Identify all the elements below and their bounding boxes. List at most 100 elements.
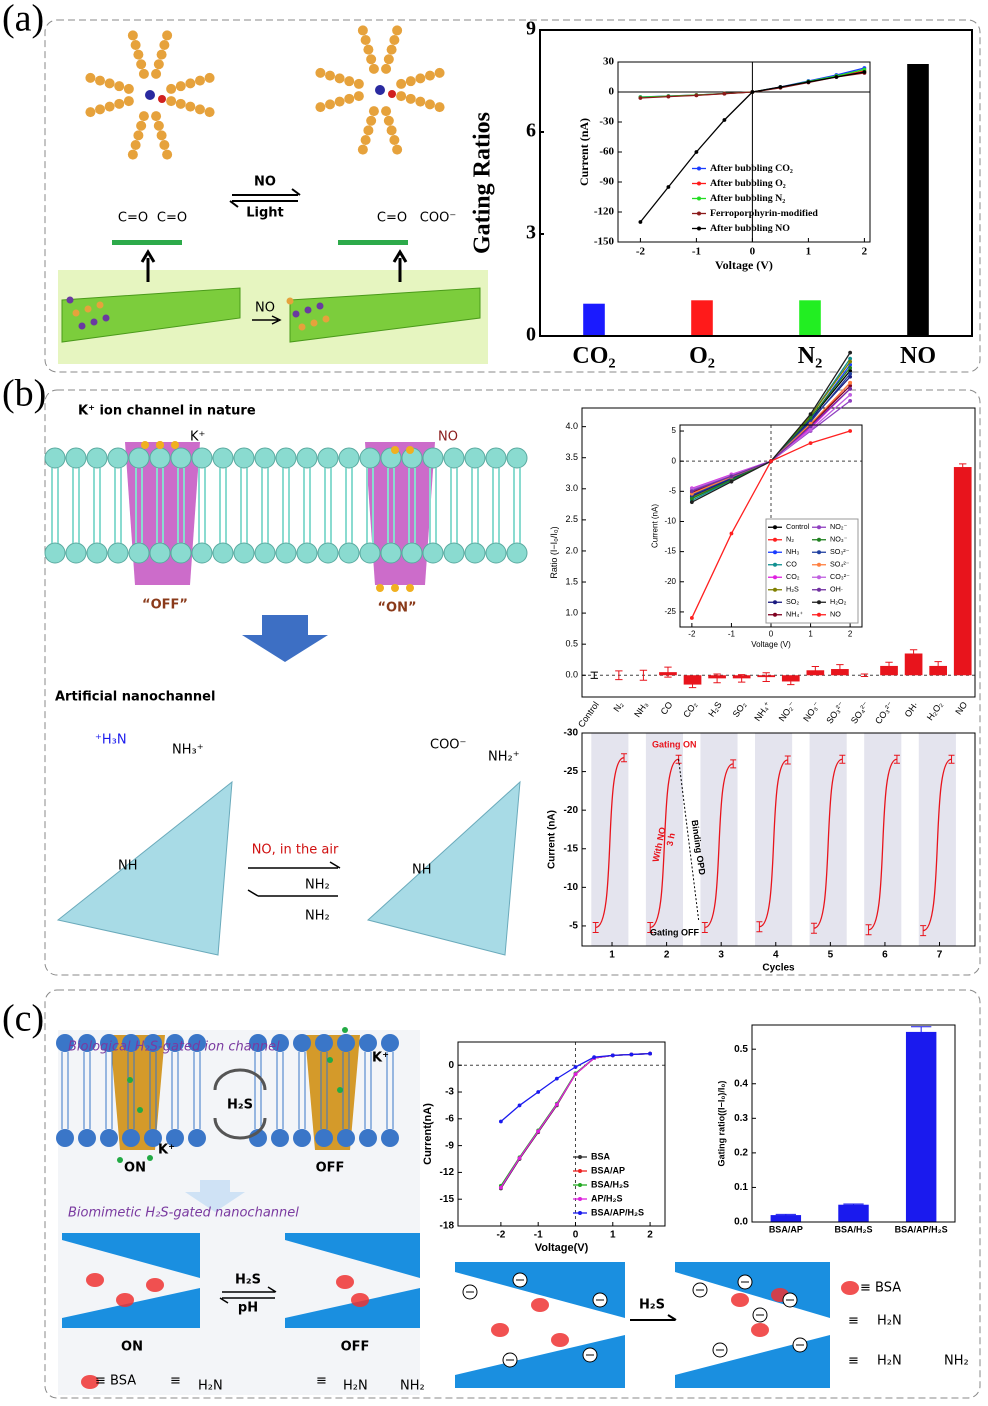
bar	[683, 675, 702, 685]
diagram-text: Biological H₂S-gated ion channel	[68, 1040, 280, 1055]
ion	[406, 446, 414, 454]
y-tick-label: 0.0	[565, 670, 578, 680]
x-tick-label: -1	[692, 245, 701, 257]
y-tick-label: -15	[664, 547, 676, 556]
x-tick-label: BSA/AP/H₂S	[895, 1224, 948, 1234]
lipid-head	[191, 542, 213, 564]
y-tick-label: -3	[445, 1087, 454, 1098]
diagram-text: pH	[238, 1301, 258, 1316]
atom	[353, 78, 364, 89]
atom	[386, 44, 397, 55]
ion	[376, 584, 384, 592]
bsa	[841, 1281, 859, 1295]
lipid-tail	[171, 1052, 179, 1129]
bar	[691, 300, 713, 336]
legend-marker	[817, 537, 821, 542]
diagram-text: ON	[121, 1340, 143, 1355]
x-tick-label: OH·	[903, 700, 921, 719]
bsa	[351, 1293, 369, 1307]
y-tick-label: -10	[564, 882, 579, 893]
lipid-head	[317, 542, 339, 564]
error-bar	[713, 673, 721, 684]
y-tick-label: 0	[448, 1060, 454, 1071]
lipid-tail	[156, 468, 164, 543]
lipid-head	[254, 447, 276, 469]
x-tick-label: BSA/AP	[769, 1224, 803, 1234]
lipid-tail	[387, 468, 395, 543]
atom	[136, 120, 147, 131]
series-marker	[694, 150, 699, 154]
series-marker	[729, 531, 734, 536]
gas-molecule	[322, 315, 330, 323]
lipid-head	[56, 1129, 74, 1147]
y-axis-label: Ratio (I−I₀/I₀)	[549, 526, 559, 578]
channel-wall	[455, 1262, 625, 1318]
series-marker	[638, 220, 643, 224]
diagram-text: Artificial nanochannel	[55, 690, 215, 705]
diagram-text: K⁺	[372, 1051, 389, 1066]
off-marker	[756, 921, 763, 933]
x-tick-label: 0	[769, 629, 774, 638]
lipid-head	[381, 1034, 399, 1052]
x-tick-label: 0	[750, 245, 756, 257]
diagram-text: Biomimetic H₂S-gated nanochannel	[68, 1206, 299, 1221]
lipid-head	[144, 1034, 162, 1052]
legend-label: BSA	[591, 1151, 611, 1161]
atom	[204, 72, 215, 83]
lipid-head	[506, 447, 528, 469]
lipid-tail	[193, 1052, 201, 1129]
lipid-head	[86, 447, 108, 469]
diagram-text: NH₂	[305, 909, 330, 924]
lipid-head	[212, 542, 234, 564]
atom	[344, 93, 355, 104]
channel-wall	[455, 1335, 625, 1388]
y-tick-label: -18	[440, 1221, 455, 1232]
lipid-tail	[276, 1052, 284, 1129]
legend-marker	[817, 575, 821, 580]
equilibrium-arrow	[229, 188, 301, 208]
diagram-text: H₂N	[877, 1354, 902, 1369]
channel-wall	[62, 1233, 200, 1278]
off-marker	[810, 922, 817, 934]
legend-marker	[817, 525, 821, 530]
bsa	[81, 1375, 99, 1389]
atom	[133, 49, 144, 60]
cycle-curve	[922, 758, 952, 932]
atom	[381, 63, 392, 74]
legend-label: NO	[830, 610, 841, 619]
lipid-tail	[282, 468, 290, 543]
diagram-text: ≡	[848, 1354, 859, 1369]
atom	[389, 134, 400, 145]
lipid-head	[401, 542, 423, 564]
lipid-head	[107, 447, 129, 469]
legend-marker	[578, 1197, 582, 1201]
error-bar	[615, 670, 623, 681]
atom	[383, 54, 394, 65]
error-bar	[811, 666, 820, 675]
atom	[368, 106, 379, 117]
lipid-head	[166, 1034, 184, 1052]
diagram-text: NH₂	[944, 1354, 969, 1369]
atom	[392, 144, 403, 155]
lipid-tail	[149, 1052, 157, 1129]
atom	[185, 78, 196, 89]
lipid-head	[380, 542, 402, 564]
lipid-tail	[342, 1052, 350, 1129]
series-marker	[648, 1051, 652, 1056]
series-marker	[848, 392, 853, 397]
atom	[95, 104, 106, 115]
arrow	[630, 1314, 677, 1321]
x-axis-label: Voltage(V)	[535, 1242, 589, 1254]
series-marker	[848, 383, 853, 388]
legend-marker	[578, 1211, 582, 1215]
atom	[396, 78, 407, 89]
lipid-tail	[303, 468, 311, 543]
cycle-curve	[649, 758, 679, 929]
legend-label: NH₄⁺	[786, 610, 803, 619]
y-tick-label: -12	[440, 1167, 455, 1178]
lipid-tail	[254, 1052, 262, 1129]
x-tick-label: -2	[636, 245, 646, 257]
legend-label: After bubbling N₂	[710, 193, 785, 204]
off-marker	[647, 921, 654, 933]
atom	[315, 67, 326, 78]
